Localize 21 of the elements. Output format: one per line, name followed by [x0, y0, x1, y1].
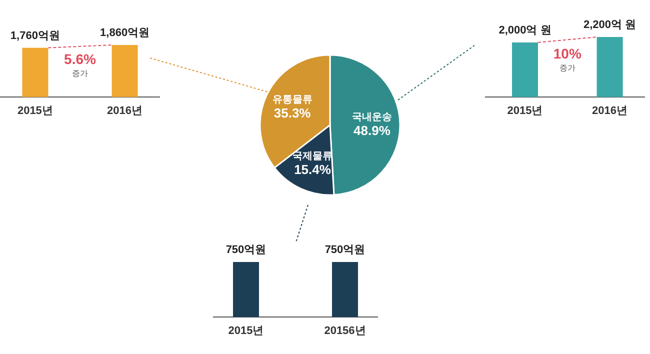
data-label: 750억원: [226, 244, 266, 256]
annotation: 증가: [559, 63, 576, 72]
data-label: 2,000억 원: [498, 24, 552, 36]
data-label: 15.4%: [294, 162, 332, 178]
x-tick-label: 2015년: [17, 105, 53, 117]
x-tick-label: 2016년: [107, 105, 143, 117]
x-tick-label: 20156년: [324, 325, 366, 337]
annotation: 10%: [553, 45, 582, 62]
slice-label: 유통물류: [272, 94, 312, 106]
data-label: 35.3%: [274, 105, 312, 120]
data-label: 1,860억원: [100, 27, 150, 39]
data-label: 48.9%: [354, 122, 391, 138]
annotation: 5.6%: [64, 50, 96, 67]
data-label: 2,200억 원: [584, 19, 636, 31]
x-tick-label: 2015년: [228, 325, 264, 337]
x-tick-label: 2015년: [507, 105, 543, 117]
data-label: 750억원: [324, 244, 366, 256]
slice-label: 국내운송: [352, 112, 392, 123]
data-label: 1,760억원: [10, 30, 60, 42]
annotation: 증가: [72, 68, 88, 78]
x-tick-label: 2016년: [592, 105, 628, 117]
